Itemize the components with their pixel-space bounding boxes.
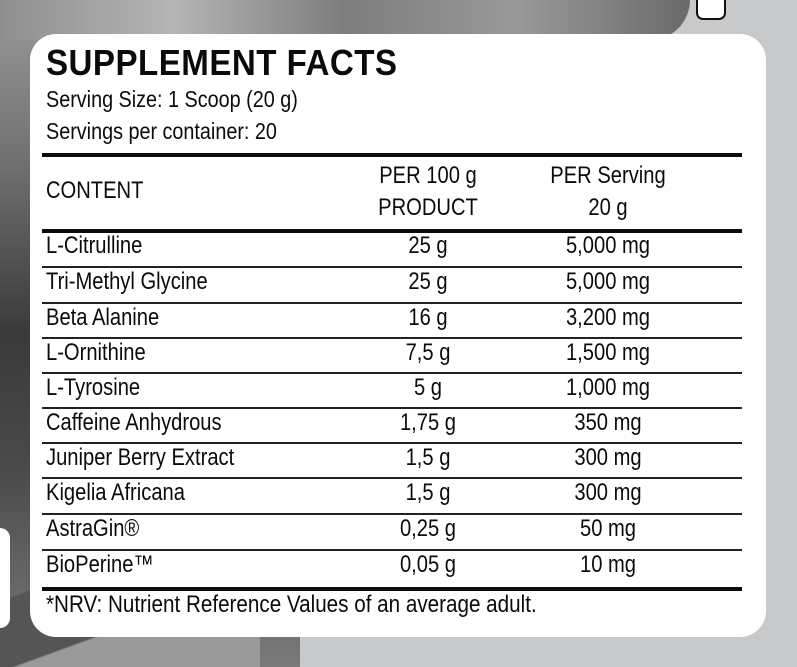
ingredient-per100: 25 g — [408, 268, 448, 295]
column-header-per100-line1: PER 100 g — [379, 162, 477, 189]
ingredient-name: Juniper Berry Extract — [46, 444, 235, 471]
ingredient-per100: 16 g — [408, 304, 448, 331]
divider-table-bottom — [42, 587, 742, 591]
ingredient-serving: 10 mg — [579, 551, 637, 578]
ingredient-serving: 1,000 mg — [565, 374, 651, 401]
divider-header-bottom — [42, 229, 742, 233]
ingredient-per100: 1,5 g — [405, 479, 451, 506]
ingredient-name: BioPerine™ — [46, 551, 154, 578]
ingredient-serving: 300 mg — [574, 444, 642, 471]
row-divider — [42, 549, 742, 551]
ingredient-per100: 0,25 g — [399, 515, 457, 542]
ingredient-per100: 1,75 g — [399, 409, 457, 436]
ingredient-per100: 1,5 g — [405, 444, 451, 471]
serving-size: Serving Size: 1 Scoop (20 g) — [46, 86, 298, 112]
ingredient-per100: 25 g — [408, 232, 448, 259]
ingredient-serving: 3,200 mg — [565, 304, 651, 331]
column-header-serving-line2: 20 g — [588, 194, 628, 221]
row-divider — [42, 337, 742, 339]
row-divider — [42, 407, 742, 409]
ingredient-name: AstraGin® — [46, 515, 140, 542]
row-divider — [42, 442, 742, 444]
background-card-edge — [0, 528, 10, 628]
ingredient-serving: 1,500 mg — [565, 339, 651, 366]
ingredient-serving: 300 mg — [574, 479, 642, 506]
supplement-facts-panel — [30, 34, 766, 637]
ingredient-name: Tri-Methyl Glycine — [46, 268, 208, 295]
row-divider — [42, 477, 742, 479]
label-title: SUPPLEMENT FACTS — [46, 42, 398, 83]
column-header-serving-line1: PER Serving — [550, 162, 666, 189]
row-divider — [42, 302, 742, 304]
ingredient-name: L-Citrulline — [46, 232, 143, 259]
cup-icon — [696, 0, 726, 20]
ingredient-name: L-Ornithine — [46, 339, 146, 366]
ingredient-name: Kigelia Africana — [46, 479, 185, 506]
ingredient-serving: 5,000 mg — [565, 232, 651, 259]
ingredient-per100: 7,5 g — [405, 339, 451, 366]
ingredient-per100: 5 g — [413, 374, 443, 401]
divider-header-top — [42, 153, 742, 157]
row-divider — [42, 266, 742, 268]
ingredient-serving: 50 mg — [579, 515, 637, 542]
ingredient-name: Beta Alanine — [46, 304, 160, 331]
servings-per-container: Servings per container: 20 — [46, 118, 277, 144]
row-divider — [42, 513, 742, 515]
ingredient-name: Caffeine Anhydrous — [46, 409, 222, 436]
column-header-per100-line2: PRODUCT — [378, 194, 478, 221]
background-photo-top — [0, 0, 690, 40]
ingredient-serving: 5,000 mg — [565, 268, 651, 295]
ingredient-per100: 0,05 g — [399, 551, 457, 578]
column-header-content: CONTENT — [46, 177, 144, 204]
ingredient-serving: 350 mg — [574, 409, 642, 436]
nrv-footnote: *NRV: Nutrient Reference Values of an av… — [46, 591, 537, 618]
ingredient-name: L-Tyrosine — [46, 374, 141, 401]
row-divider — [42, 372, 742, 374]
